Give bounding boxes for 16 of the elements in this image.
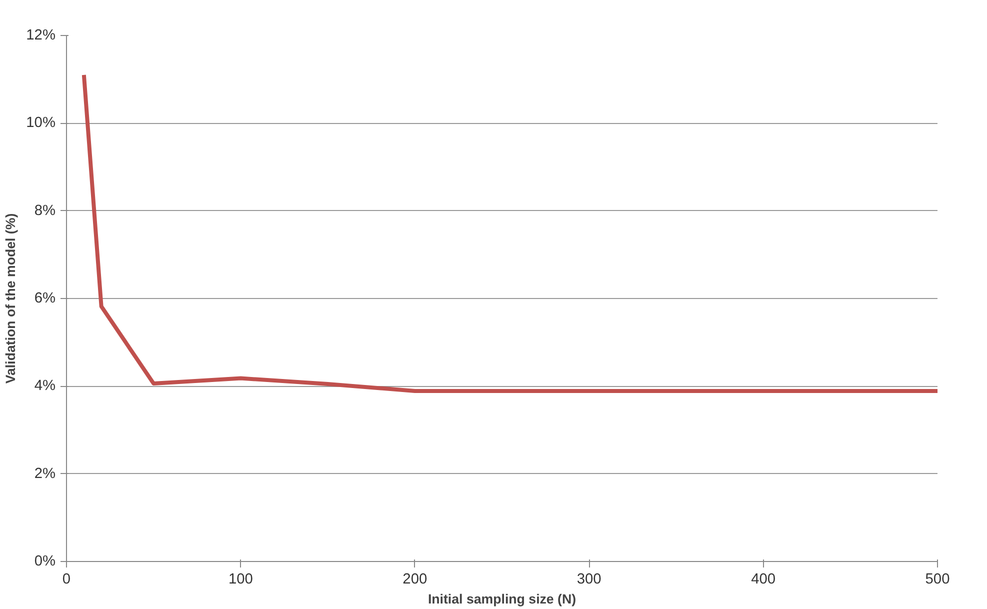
x-tick-label: 100 bbox=[228, 572, 253, 588]
x-tick-label: 500 bbox=[925, 572, 950, 588]
x-tick-label: 400 bbox=[751, 572, 776, 588]
x-tick-label: 300 bbox=[576, 572, 602, 588]
y-tick-label: 12% bbox=[26, 28, 56, 44]
y-tick-label: 10% bbox=[26, 115, 56, 132]
y-tick-label: 8% bbox=[34, 202, 56, 219]
y-tick-label: 4% bbox=[34, 378, 56, 394]
y-axis-title: Validation of the model (%) bbox=[3, 213, 18, 384]
x-axis-title: Initial sampling size (N) bbox=[428, 592, 576, 606]
x-tick-label: 200 bbox=[402, 572, 428, 588]
y-tick-label: 0% bbox=[34, 554, 56, 570]
line-series bbox=[82, 72, 938, 393]
x-tick-label: 0 bbox=[62, 572, 71, 588]
y-tick-label: 6% bbox=[34, 290, 56, 306]
y-tick-label: 2% bbox=[34, 466, 56, 482]
